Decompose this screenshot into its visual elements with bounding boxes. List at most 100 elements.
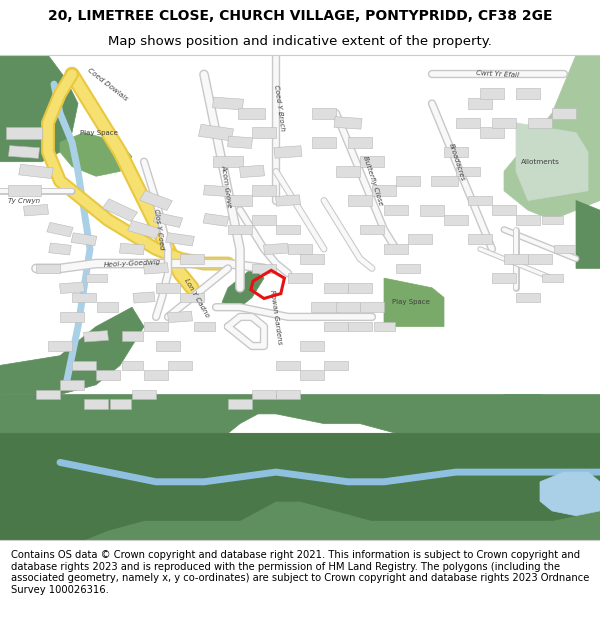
Polygon shape	[540, 472, 600, 516]
Bar	[336, 166, 360, 177]
Polygon shape	[516, 123, 588, 201]
Bar	[276, 225, 300, 234]
Polygon shape	[0, 394, 600, 433]
Bar	[263, 243, 289, 254]
Bar	[19, 164, 53, 179]
Bar	[542, 216, 563, 224]
Bar	[144, 322, 168, 331]
Bar	[552, 108, 576, 119]
Text: Play Space: Play Space	[80, 129, 118, 136]
Text: Butterfly Close: Butterfly Close	[362, 156, 384, 207]
Bar	[300, 370, 324, 380]
Bar	[23, 204, 49, 216]
Bar	[444, 147, 468, 158]
Bar	[480, 89, 504, 99]
Bar	[212, 97, 244, 110]
Bar	[48, 341, 72, 351]
Bar	[36, 390, 60, 399]
Bar	[456, 118, 480, 128]
Bar	[143, 262, 169, 274]
Bar	[8, 146, 40, 158]
Bar	[119, 243, 145, 254]
Bar	[239, 165, 265, 177]
Bar	[334, 117, 362, 129]
Bar	[213, 156, 243, 167]
Bar	[84, 399, 108, 409]
Bar	[133, 292, 155, 303]
Bar	[193, 322, 215, 331]
Bar	[238, 108, 265, 119]
Polygon shape	[222, 268, 264, 308]
Bar	[49, 243, 71, 255]
Text: 20, LIMETREE CLOSE, CHURCH VILLAGE, PONTYPRIDD, CF38 2GE: 20, LIMETREE CLOSE, CHURCH VILLAGE, PONT…	[48, 9, 552, 24]
Bar	[60, 312, 84, 322]
Bar	[103, 199, 137, 221]
Bar	[122, 331, 143, 341]
Text: Allotments: Allotments	[521, 159, 559, 165]
Bar	[396, 264, 420, 273]
Text: Coed Y Broch: Coed Y Broch	[273, 85, 285, 132]
Bar	[300, 254, 324, 264]
Text: Play Space: Play Space	[392, 299, 430, 306]
Bar	[252, 186, 276, 196]
Bar	[275, 195, 301, 206]
Text: Lon Y Cadno: Lon Y Cadno	[183, 277, 211, 318]
Bar	[554, 244, 575, 253]
Bar	[492, 273, 516, 283]
Polygon shape	[0, 55, 78, 162]
Bar	[288, 244, 312, 254]
Bar	[336, 302, 360, 312]
Bar	[516, 292, 540, 302]
Bar	[168, 361, 192, 370]
Bar	[128, 221, 160, 239]
Bar	[311, 302, 338, 312]
Bar	[444, 215, 468, 225]
Bar	[166, 232, 194, 246]
Bar	[47, 222, 73, 237]
Bar	[312, 137, 336, 148]
Bar	[252, 264, 276, 273]
Bar	[312, 108, 336, 119]
Bar	[6, 126, 42, 139]
Text: Ty Crwyn: Ty Crwyn	[8, 198, 40, 204]
Bar	[122, 361, 143, 370]
Bar	[504, 254, 528, 264]
Polygon shape	[0, 433, 600, 540]
Text: Broadacres: Broadacres	[448, 142, 466, 181]
Bar	[252, 127, 276, 138]
Bar	[132, 389, 156, 399]
Bar	[528, 118, 552, 128]
Bar	[83, 331, 109, 342]
Bar	[156, 341, 180, 351]
Text: Contains OS data © Crown copyright and database right 2021. This information is : Contains OS data © Crown copyright and d…	[11, 550, 589, 595]
Bar	[71, 233, 97, 246]
Bar	[140, 191, 172, 211]
Text: Coed Dowlais: Coed Dowlais	[87, 67, 129, 101]
Text: Acorn Grove: Acorn Grove	[221, 164, 233, 208]
Bar	[324, 361, 348, 370]
Bar	[408, 234, 432, 244]
Text: Cwrt Yr Efail: Cwrt Yr Efail	[476, 70, 520, 79]
Bar	[374, 322, 395, 331]
Text: Clos Y Coed: Clos Y Coed	[153, 209, 165, 251]
Bar	[274, 146, 302, 158]
Bar	[7, 186, 41, 196]
Polygon shape	[576, 201, 600, 268]
Bar	[468, 196, 492, 206]
Bar	[492, 118, 516, 128]
Bar	[227, 136, 253, 149]
Bar	[528, 254, 552, 264]
Bar	[420, 205, 444, 216]
Polygon shape	[504, 394, 600, 433]
Bar	[348, 322, 372, 331]
Bar	[228, 195, 252, 206]
Bar	[542, 274, 563, 282]
Bar	[348, 137, 372, 148]
Bar	[36, 264, 60, 272]
Bar	[348, 195, 372, 206]
Polygon shape	[0, 433, 600, 540]
Text: Map shows position and indicative extent of the property.: Map shows position and indicative extent…	[108, 35, 492, 48]
Bar	[516, 215, 540, 225]
Bar	[96, 370, 120, 380]
Bar	[167, 311, 193, 322]
